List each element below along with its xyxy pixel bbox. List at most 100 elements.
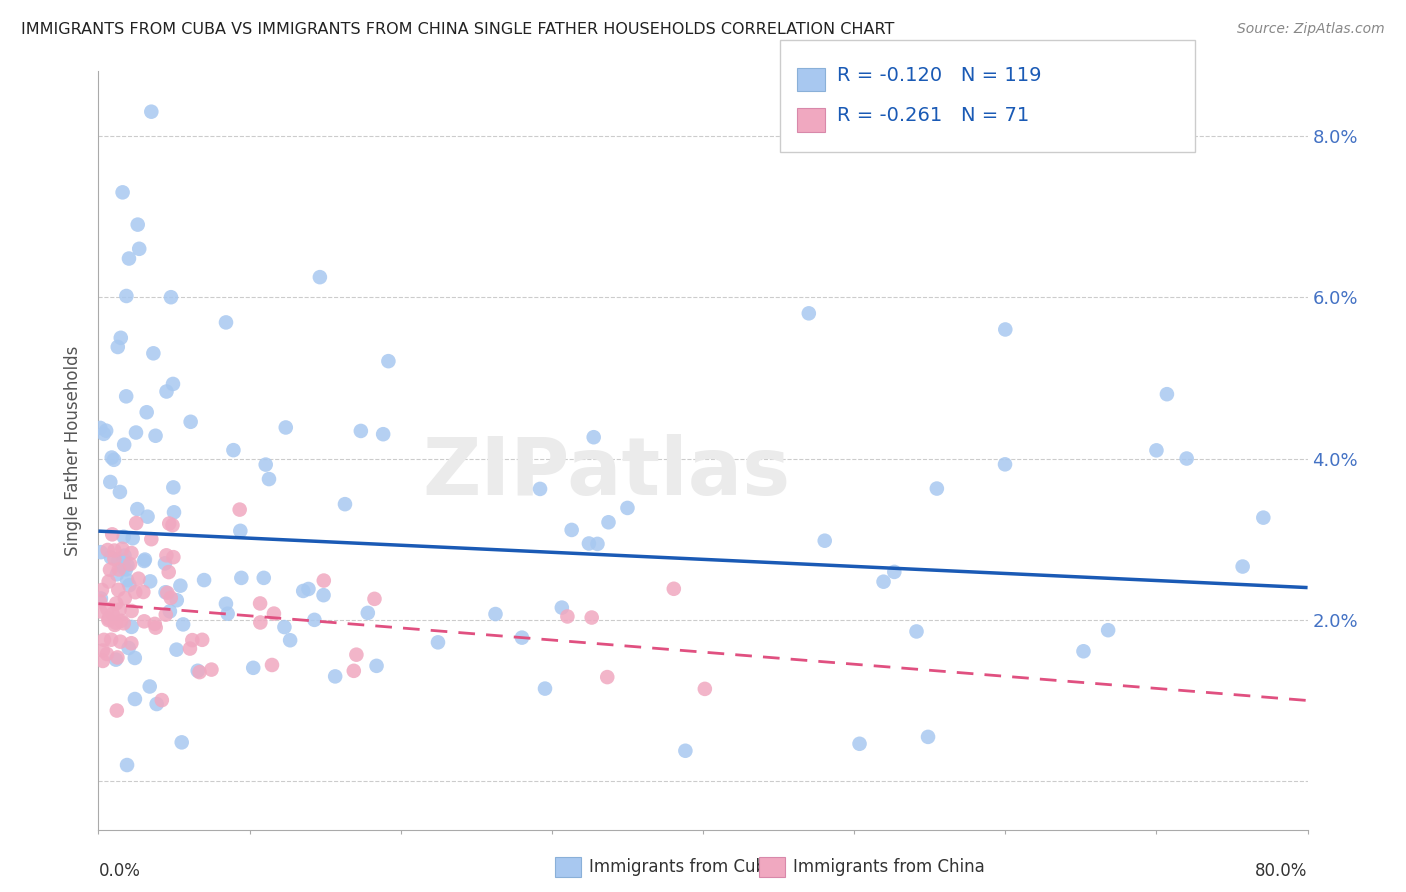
Point: [366, 658, 388, 673]
Point: [309, 270, 332, 285]
Point: [142, 346, 165, 360]
Point: [596, 670, 619, 684]
Text: ZIPatlas: ZIPatlas: [422, 434, 790, 512]
Point: [323, 669, 346, 683]
Point: [107, 650, 129, 665]
Point: [138, 680, 160, 694]
Point: [427, 635, 450, 649]
Point: [1146, 443, 1168, 458]
Point: [191, 632, 214, 647]
Point: [215, 597, 238, 611]
Point: [115, 289, 138, 303]
Point: [994, 322, 1017, 336]
Point: [103, 552, 125, 566]
Point: [90, 545, 112, 559]
Point: [101, 527, 124, 541]
Point: [200, 663, 222, 677]
Point: [166, 642, 188, 657]
Point: [260, 658, 283, 673]
Point: [344, 648, 367, 662]
Point: [105, 596, 128, 610]
Point: [90, 591, 112, 606]
Point: [257, 472, 280, 486]
Point: [157, 516, 180, 531]
Point: [217, 607, 239, 621]
Point: [110, 331, 132, 345]
Point: [127, 502, 149, 516]
Point: [104, 615, 127, 630]
Point: [1156, 387, 1178, 401]
Point: [100, 632, 122, 647]
Point: [510, 631, 533, 645]
Point: [107, 340, 129, 354]
Point: [114, 591, 136, 606]
Point: [1073, 644, 1095, 658]
Point: [96, 602, 118, 616]
Point: [159, 591, 181, 605]
Point: [187, 664, 209, 678]
Point: [848, 737, 870, 751]
Point: [118, 557, 141, 571]
Point: [115, 573, 138, 587]
Point: [110, 614, 132, 628]
Point: [273, 620, 295, 634]
Point: [98, 563, 121, 577]
Point: [89, 604, 111, 618]
Point: [155, 549, 177, 563]
Point: [253, 571, 276, 585]
Point: [98, 475, 121, 489]
Point: [162, 550, 184, 565]
Point: [254, 458, 277, 472]
Point: [134, 552, 156, 566]
Point: [274, 420, 297, 434]
Point: [581, 610, 603, 624]
Point: [181, 633, 204, 648]
Point: [162, 480, 184, 494]
Point: [231, 571, 253, 585]
Point: [150, 693, 173, 707]
Point: [117, 640, 139, 655]
Point: [249, 597, 271, 611]
Point: [145, 697, 167, 711]
Point: [215, 315, 238, 329]
Point: [112, 560, 135, 574]
Point: [162, 518, 184, 533]
Point: [103, 452, 125, 467]
Point: [104, 618, 127, 632]
Point: [312, 574, 335, 588]
Point: [155, 585, 177, 599]
Point: [108, 562, 131, 576]
Point: [115, 389, 138, 403]
Point: [534, 681, 557, 696]
Point: [363, 591, 385, 606]
Point: [357, 606, 380, 620]
Point: [134, 615, 156, 629]
Point: [582, 430, 605, 444]
Point: [124, 651, 146, 665]
Point: [115, 758, 138, 772]
Point: [121, 620, 143, 634]
Point: [104, 652, 127, 666]
Point: [350, 424, 373, 438]
Point: [278, 633, 301, 648]
Point: [598, 515, 620, 529]
Point: [111, 186, 134, 200]
Point: [616, 500, 638, 515]
Text: Immigrants from China: Immigrants from China: [793, 858, 984, 876]
Point: [814, 533, 837, 548]
Point: [111, 541, 134, 556]
Point: [163, 505, 186, 519]
Point: [105, 567, 128, 582]
Point: [127, 572, 149, 586]
Text: 80.0%: 80.0%: [1256, 862, 1308, 880]
Point: [159, 604, 181, 618]
Point: [373, 427, 395, 442]
Point: [112, 530, 135, 544]
Text: IMMIGRANTS FROM CUBA VS IMMIGRANTS FROM CHINA SINGLE FATHER HOUSEHOLDS CORRELATI: IMMIGRANTS FROM CUBA VS IMMIGRANTS FROM …: [21, 22, 894, 37]
Point: [143, 616, 166, 631]
Point: [169, 579, 191, 593]
Point: [93, 426, 115, 441]
Point: [484, 607, 506, 621]
Point: [188, 665, 211, 680]
Point: [557, 609, 579, 624]
